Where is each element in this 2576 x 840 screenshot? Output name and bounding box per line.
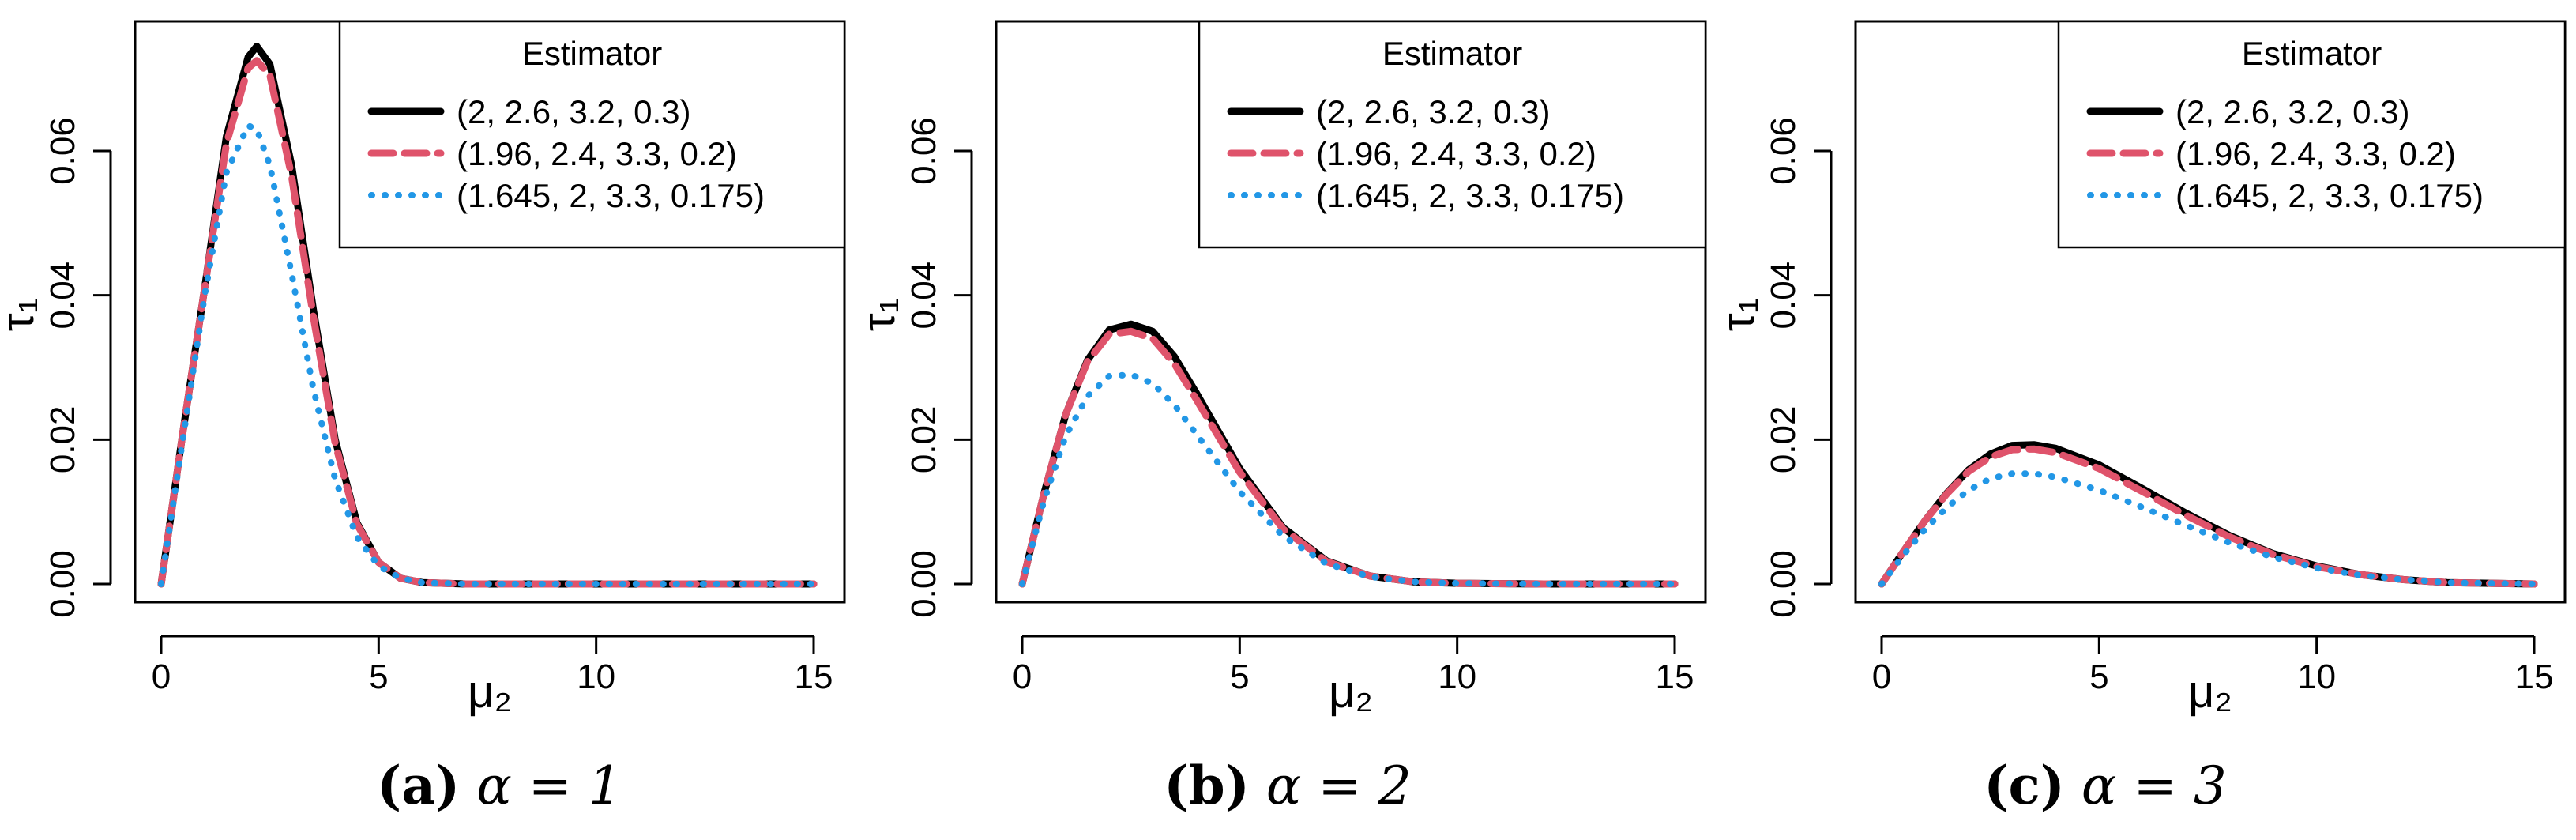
y-tick-label: 0.06 bbox=[43, 117, 82, 185]
legend-label-1: (2, 2.6, 3.2, 0.3) bbox=[457, 93, 691, 130]
y-tick-label: 0.04 bbox=[904, 262, 943, 330]
x-tick-label: 5 bbox=[2089, 657, 2108, 696]
panel-a: 0 5 10 15 0.00 0.02 0.04 0.06 μ₂ τ₁ Estimator (2, 2… bbox=[0, 20, 846, 718]
legend-label-3: (1.645, 2, 3.3, 0.175) bbox=[1316, 177, 1624, 214]
series-line-2 bbox=[157, 57, 818, 588]
legend-label-2: (1.96, 2.4, 3.3, 0.2) bbox=[457, 135, 737, 172]
y-axis-title: τ₁ bbox=[1713, 298, 1764, 331]
legend-title: Estimator bbox=[522, 35, 662, 72]
y-axis-title: τ₁ bbox=[0, 298, 43, 331]
legend-label-2: (1.96, 2.4, 3.3, 0.2) bbox=[1316, 135, 1596, 172]
panel-c: 0 5 10 15 0.00 0.02 0.04 0.06 μ₂ τ₁ Estimator (2, 2… bbox=[1713, 20, 2567, 718]
legend-box bbox=[2057, 20, 2567, 249]
x-tick-label: 0 bbox=[1872, 657, 1891, 696]
panel-b: 0 5 10 15 0.00 0.02 0.04 0.06 μ₂ τ₁ Estimator (2, 2… bbox=[853, 20, 1707, 718]
y-tick-label: 0.06 bbox=[1764, 117, 1803, 185]
caption-b-label: (b) bbox=[1164, 755, 1250, 816]
caption-a-label: (a) bbox=[376, 755, 461, 816]
caption-a-text: α = 1 bbox=[476, 755, 622, 816]
x-tick-label: 5 bbox=[369, 657, 388, 696]
caption-c-text: α = 3 bbox=[2081, 755, 2227, 816]
x-tick-label: 15 bbox=[2515, 657, 2554, 696]
x-tick-label: 10 bbox=[1438, 657, 1476, 696]
series-line-2 bbox=[1878, 445, 2538, 588]
series-line-3 bbox=[158, 122, 817, 587]
x-axis-title: μ₂ bbox=[468, 666, 512, 718]
legend-box bbox=[1198, 20, 1707, 249]
y-tick-label: 0.00 bbox=[904, 550, 943, 618]
x-tick-label: 10 bbox=[2297, 657, 2336, 696]
legend-label-3: (1.645, 2, 3.3, 0.175) bbox=[2175, 177, 2484, 214]
y-tick-label: 0.00 bbox=[1764, 550, 1803, 618]
x-tick-label: 15 bbox=[795, 657, 833, 696]
legend-title: Estimator bbox=[1382, 35, 1522, 72]
series-line-3 bbox=[1019, 371, 1678, 587]
legend-box bbox=[338, 20, 846, 249]
y-tick-label: 0.02 bbox=[1764, 406, 1803, 474]
legend-label-3: (1.645, 2, 3.3, 0.175) bbox=[457, 177, 765, 214]
series-line-2 bbox=[1018, 327, 1679, 588]
x-tick-label: 15 bbox=[1656, 657, 1694, 696]
caption-c-label: (c) bbox=[1984, 755, 2065, 816]
x-tick-label: 5 bbox=[1230, 657, 1249, 696]
series-line-1 bbox=[1018, 320, 1679, 588]
y-tick-label: 0.04 bbox=[1764, 262, 1803, 330]
caption-a: (a) α = 1 bbox=[104, 755, 894, 816]
y-axis-title: τ₁ bbox=[853, 298, 904, 331]
x-tick-label: 10 bbox=[577, 657, 615, 696]
caption-b: (b) α = 2 bbox=[893, 755, 1683, 816]
series-line-3 bbox=[1878, 470, 2537, 587]
legend-label-1: (2, 2.6, 3.2, 0.3) bbox=[1316, 93, 1551, 130]
y-tick-label: 0.04 bbox=[43, 262, 82, 330]
caption-b-text: α = 2 bbox=[1265, 755, 1412, 816]
legend-title: Estimator bbox=[2242, 35, 2382, 72]
legend-label-2: (1.96, 2.4, 3.3, 0.2) bbox=[2175, 135, 2456, 172]
y-tick-label: 0.00 bbox=[43, 550, 82, 618]
y-tick-label: 0.02 bbox=[904, 406, 943, 474]
y-tick-label: 0.06 bbox=[904, 117, 943, 185]
x-tick-label: 0 bbox=[152, 657, 171, 696]
legend-label-1: (2, 2.6, 3.2, 0.3) bbox=[2175, 93, 2410, 130]
x-axis-title: μ₂ bbox=[2188, 666, 2232, 718]
x-axis-title: μ₂ bbox=[1329, 666, 1373, 718]
y-tick-label: 0.02 bbox=[43, 406, 82, 474]
x-tick-label: 0 bbox=[1013, 657, 1032, 696]
caption-c: (c) α = 3 bbox=[1710, 755, 2500, 816]
